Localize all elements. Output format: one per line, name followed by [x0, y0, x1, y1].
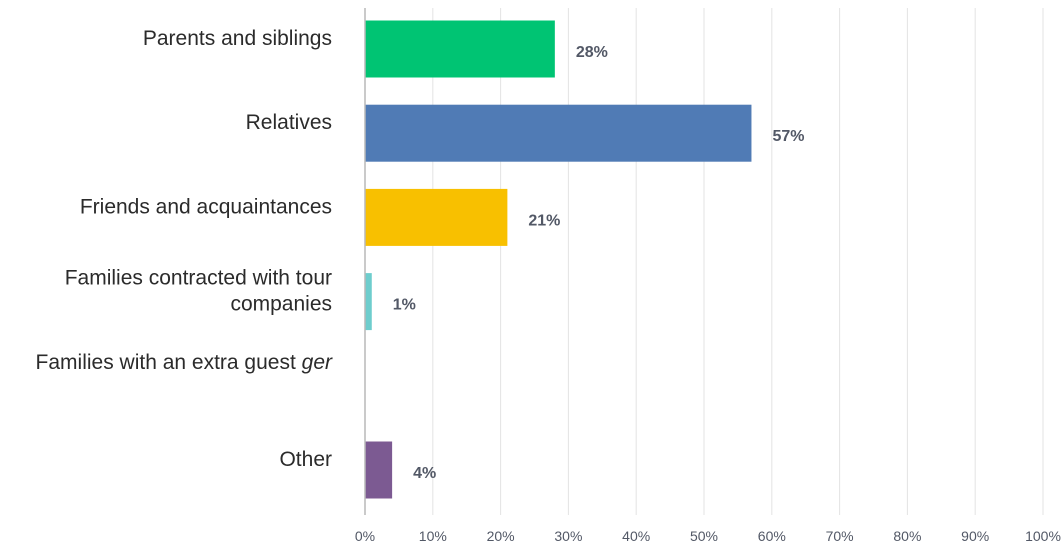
value-label: 1% — [393, 297, 416, 314]
category-label: Other — [279, 448, 332, 471]
category-label: Relatives — [246, 111, 332, 134]
bar — [365, 20, 555, 78]
category-label: Friends and acquaintances — [80, 195, 332, 218]
category-label: Families with an extra guest ger — [36, 351, 333, 374]
category-label-line: companies — [230, 293, 332, 316]
category-label-line: Relatives — [246, 111, 332, 134]
category-label-italic-text: ger — [302, 351, 333, 374]
category-label-line: Other — [279, 448, 332, 471]
bar — [365, 188, 508, 246]
bar — [365, 273, 372, 331]
x-tick-label: 30% — [554, 528, 582, 544]
x-tick-label: 0% — [355, 528, 375, 544]
x-tick-label: 50% — [690, 528, 718, 544]
bar — [365, 104, 752, 162]
value-label: 57% — [772, 128, 804, 145]
category-label-text: Families with an extra guest — [36, 351, 302, 374]
x-tick-labels: 0% 10% 20% 30% 40% 50% 60% 70% 80% 90% 100% — [355, 528, 1061, 544]
category-label: Parents and siblings — [143, 27, 332, 50]
category-label-line: Friends and acquaintances — [80, 195, 332, 218]
bars — [365, 20, 752, 499]
category-label-line: Families contracted with tour — [65, 267, 332, 290]
x-tick-label: 90% — [961, 528, 989, 544]
x-tick-label: 100% — [1025, 528, 1061, 544]
category-label-line: Parents and siblings — [143, 27, 332, 50]
x-tick-label: 70% — [826, 528, 854, 544]
x-tick-label: 80% — [893, 528, 921, 544]
value-label: 21% — [528, 212, 560, 229]
bar — [365, 441, 393, 499]
x-tick-label: 20% — [487, 528, 515, 544]
category-labels: Parents and siblings Relatives Friends and… — [36, 27, 333, 471]
x-tick-label: 40% — [622, 528, 650, 544]
x-tick-label: 60% — [758, 528, 786, 544]
value-labels: 28% 57% 21% 1% 4% — [393, 44, 805, 482]
value-label: 28% — [576, 44, 608, 61]
value-label: 4% — [413, 465, 436, 482]
category-label: Families contracted with tour companies — [65, 267, 332, 316]
x-tick-label: 10% — [419, 528, 447, 544]
gridlines — [432, 8, 1044, 515]
